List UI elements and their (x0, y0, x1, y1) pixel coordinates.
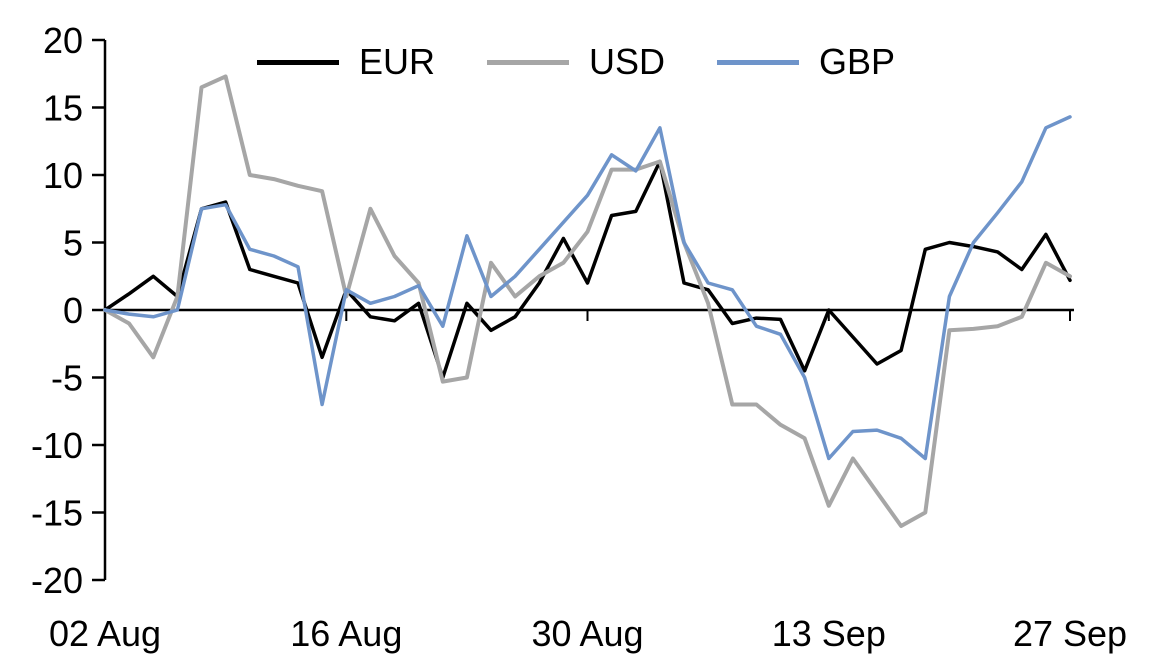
legend-label-usd: USD (588, 41, 665, 82)
y-tick-label: -5 (51, 358, 83, 399)
x-tick-label: 16 Aug (290, 613, 402, 654)
legend-label-eur: EUR (358, 41, 435, 82)
x-tick-label: 13 Sep (772, 613, 886, 654)
series-line-gbp (103, 115, 1072, 461)
y-tick-label: -15 (31, 493, 83, 534)
legend-item-gbp: GBP (717, 44, 895, 80)
y-tick-label: 0 (63, 290, 83, 331)
y-tick-label: 20 (43, 20, 83, 61)
y-tick-label: 15 (43, 88, 83, 129)
x-tick-label: 27 Sep (1013, 613, 1127, 654)
y-tick-label: -20 (31, 560, 83, 601)
y-tick-label: 10 (43, 155, 83, 196)
legend-item-eur: EUR (256, 41, 435, 82)
legend-item-usd: USD (486, 41, 665, 82)
series-line-eur (103, 159, 1072, 380)
series-line-usd (103, 74, 1072, 528)
x-tick-label: 30 Aug (531, 613, 643, 654)
legend-label-gbp: GBP (819, 41, 896, 82)
chart-legend: EUR USD GBP (0, 44, 1152, 80)
y-tick-label: -10 (31, 425, 83, 466)
x-tick-label: 02 Aug (49, 613, 161, 654)
y-tick-label: 5 (63, 223, 83, 264)
gbp-line-swatch (717, 59, 799, 65)
eur-line-swatch (256, 59, 339, 65)
usd-line-swatch (486, 59, 569, 65)
